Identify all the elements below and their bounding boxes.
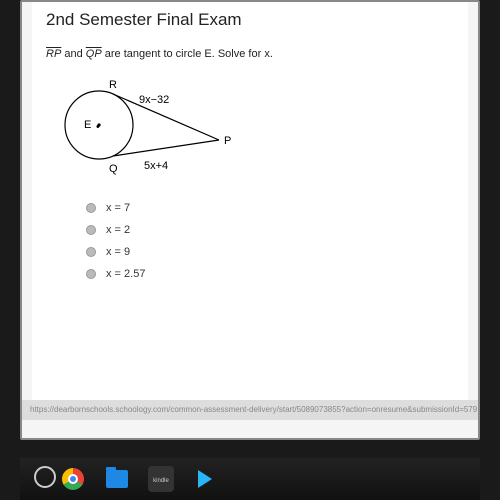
exam-page: 2nd Semester Final Exam RP and QP are ta… <box>32 2 468 402</box>
label-top-seg: 9x−32 <box>139 94 169 106</box>
q-rest: are tangent to circle E. Solve for x. <box>105 48 273 60</box>
label-e: E <box>84 119 91 131</box>
answer-list: x = 7 x = 2 x = 9 x = 2.57 <box>86 202 454 280</box>
q-mid: and <box>64 48 85 60</box>
exam-title: 2nd Semester Final Exam <box>46 10 454 30</box>
segment-rp: RP <box>46 48 61 60</box>
label-p: P <box>224 135 231 147</box>
answer-label: x = 2 <box>106 224 130 236</box>
answer-label: x = 7 <box>106 202 130 214</box>
label-q: Q <box>109 163 118 175</box>
question-text: RP and QP are tangent to circle E. Solve… <box>46 48 454 60</box>
kindle-label: kindle <box>153 478 169 484</box>
center-bullet: • <box>96 121 100 133</box>
radio-icon[interactable] <box>86 247 96 257</box>
file-explorer-icon[interactable] <box>104 466 130 492</box>
answer-label: x = 9 <box>106 246 130 258</box>
play-icon[interactable] <box>192 466 218 492</box>
answer-option[interactable]: x = 2 <box>86 224 454 236</box>
answer-option[interactable]: x = 7 <box>86 202 454 214</box>
chrome-icon[interactable] <box>60 466 86 492</box>
radio-icon[interactable] <box>86 269 96 279</box>
answer-label: x = 2.57 <box>106 268 145 280</box>
radio-icon[interactable] <box>86 203 96 213</box>
label-bottom-seg: 5x+4 <box>144 160 168 172</box>
url-text: https://dearbornschools.schoology.com/co… <box>30 405 478 414</box>
answer-option[interactable]: x = 2.57 <box>86 268 454 280</box>
segment-qp: QP <box>86 48 102 60</box>
monitor-screen: 2nd Semester Final Exam RP and QP are ta… <box>20 0 480 440</box>
label-r: R <box>109 79 117 91</box>
radio-icon[interactable] <box>86 225 96 235</box>
start-button-icon[interactable] <box>34 466 56 488</box>
kindle-icon[interactable]: kindle <box>148 466 174 492</box>
taskbar[interactable]: kindle <box>20 458 480 500</box>
answer-option[interactable]: x = 9 <box>86 246 454 258</box>
url-bar[interactable]: https://dearbornschools.schoology.com/co… <box>22 400 478 420</box>
geometry-diagram: R Q P E • 9x−32 5x+4 <box>54 70 254 190</box>
diagram-svg: R Q P E • 9x−32 5x+4 <box>54 70 254 190</box>
